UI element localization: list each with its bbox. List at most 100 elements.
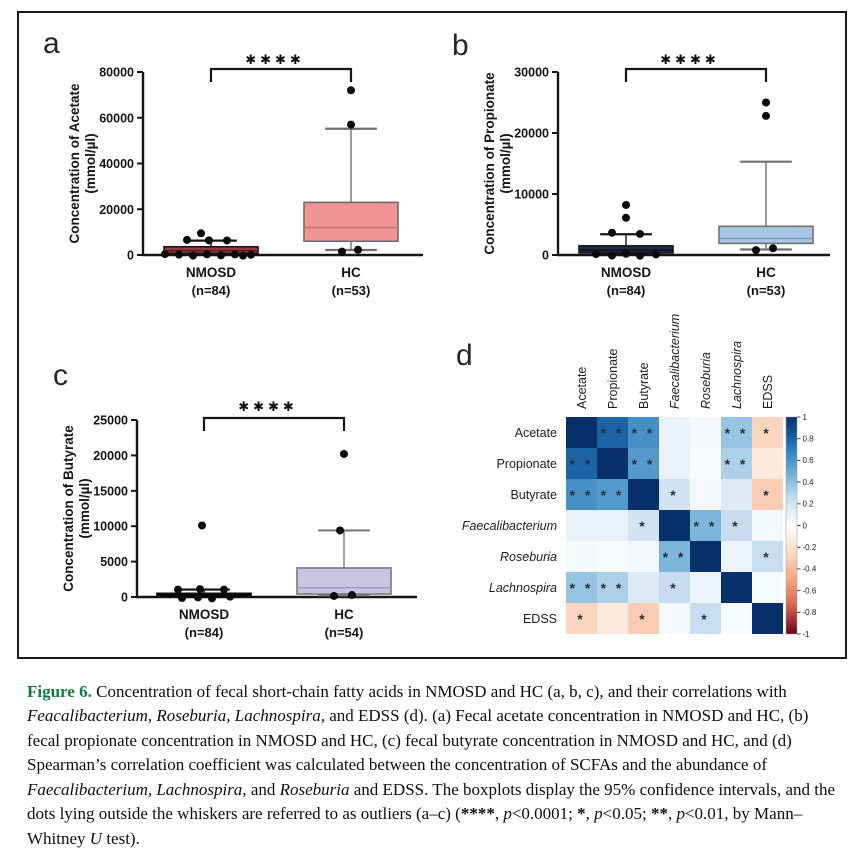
significance-stars: * * [725, 425, 749, 441]
y-tick-label: 15000 [93, 484, 128, 498]
heatmap-cell [721, 541, 752, 572]
heatmap-cell [659, 510, 690, 541]
outlier-dot [198, 521, 206, 530]
heatmap-cell [659, 479, 690, 510]
outlier-dot [752, 246, 760, 255]
significance-bracket [624, 67, 768, 82]
heatmap-cell [690, 479, 721, 510]
significance-stars: * [701, 611, 709, 627]
column-label: Faecalibacterium [668, 314, 682, 409]
colorbar-tick-label: -0.2 [803, 543, 817, 552]
heatmap-cell [721, 572, 752, 603]
outlier-dot [622, 249, 630, 258]
caption-run: Feacalibacterium, Roseburia, Lachnospira [27, 706, 321, 726]
outlier-dot [194, 593, 202, 602]
heatmap-cell [628, 572, 659, 603]
outlier-dot [338, 247, 346, 256]
caption-run: test). [102, 828, 140, 848]
group-n-label: (n=53) [747, 283, 786, 298]
outlier-dot [336, 526, 344, 535]
colorbar-tick-label: -0.6 [803, 586, 817, 595]
y-tick-label: 0 [542, 249, 549, 263]
group-label: HC [334, 607, 354, 622]
colorbar-tick-label: -1 [803, 630, 811, 639]
y-tick-label: 80000 [99, 66, 134, 80]
outlier-dot [196, 585, 204, 594]
y-axis-label: Concentration of Acetate [67, 83, 82, 244]
significance-stars: * [763, 425, 771, 441]
heatmap-cell [597, 510, 628, 541]
significance-stars: ✱✱✱✱ [238, 400, 298, 415]
heatmap-cell [690, 417, 721, 448]
significance-stars: * * [632, 425, 656, 441]
y-tick-label: 10000 [514, 188, 549, 202]
row-label: Acetate [515, 426, 557, 440]
heatmap-cell [690, 541, 721, 572]
outlier-dot [652, 250, 660, 259]
heatmap-cell [752, 572, 783, 603]
significance-stars: * * [570, 580, 594, 596]
y-axis-label: Concentration of Propionate [482, 72, 497, 255]
outlier-dot [608, 228, 616, 237]
outlier-dot [347, 120, 355, 129]
heatmap-cell [597, 417, 628, 448]
outlier-dot [217, 251, 225, 260]
significance-stars: * * [632, 456, 656, 472]
significance-stars: * * [601, 425, 625, 441]
colorbar [785, 416, 798, 635]
heatmap-cell [721, 603, 752, 634]
heatmap-cell [690, 510, 721, 541]
heatmap-cell [752, 603, 783, 634]
y-axis-units: (mmol/µl) [498, 133, 513, 193]
box [303, 201, 399, 243]
heatmap-cell [628, 417, 659, 448]
heatmap-cell [721, 417, 752, 448]
figure-caption: Figure 6. Concentration of fecal short-c… [27, 680, 843, 851]
heatmap-cell [721, 448, 752, 479]
significance-stars: * [639, 518, 647, 534]
outlier-dot [354, 245, 362, 254]
significance-stars: * [670, 580, 678, 596]
heatmap-cell [690, 603, 721, 634]
page: { "chart_data": [ { "type": "box", "pane… [17, 11, 847, 848]
outlier-dot [622, 200, 630, 209]
row-label: Roseburia [500, 550, 557, 564]
significance-stars: * [763, 549, 771, 565]
outlier-dot [340, 449, 348, 458]
heatmap-cell [566, 448, 597, 479]
box [718, 225, 814, 245]
significance-stars: * * [725, 456, 749, 472]
propionate-boxplot-chart: 0 10000 20000 30000 Concentration of Propion… [482, 53, 830, 298]
heatmap-cell [659, 572, 690, 603]
panel-b: b 0 10000 20000 30000 Concentration of Propi… [440, 19, 842, 333]
group-n-label: (n=54) [325, 625, 364, 640]
colorbar-tick-label: 0.2 [803, 500, 815, 509]
heatmap-cell [566, 417, 597, 448]
heatmap-cell [566, 603, 597, 634]
column-label: Butyrate [637, 362, 651, 409]
significance-stars: * * [601, 487, 625, 503]
panel-d-label: d [456, 339, 473, 372]
row-label: EDSS [523, 612, 557, 626]
heatmap-cell [721, 479, 752, 510]
group-n-label: (n=84) [185, 625, 224, 640]
significance-stars: * [639, 611, 647, 627]
heatmap-cell [628, 448, 659, 479]
outlier-dot [762, 98, 770, 107]
heatmap-cell [659, 603, 690, 634]
outlier-dot [197, 229, 205, 238]
colorbar-tick-label: 1 [803, 413, 808, 422]
caption-run: U [89, 828, 103, 848]
outlier-dot [608, 251, 616, 260]
panel-d: d * * * * * * * * * * * * * * * * * * * * * * * * * * * … [440, 303, 842, 655]
caption-run: and [246, 779, 280, 799]
caption-run: Concentration of fecal short-chain fatty… [91, 682, 787, 701]
caption-run: Faecalibacterium, Lachnospira, [27, 779, 247, 799]
heatmap-cell [659, 417, 690, 448]
outlier-dot [636, 229, 644, 238]
colorbar-tick-label: 0 [803, 521, 808, 530]
column-label: EDSS [761, 375, 775, 409]
outlier-dot [203, 250, 211, 259]
heatmap-cell [597, 572, 628, 603]
outlier-dot [223, 236, 231, 245]
